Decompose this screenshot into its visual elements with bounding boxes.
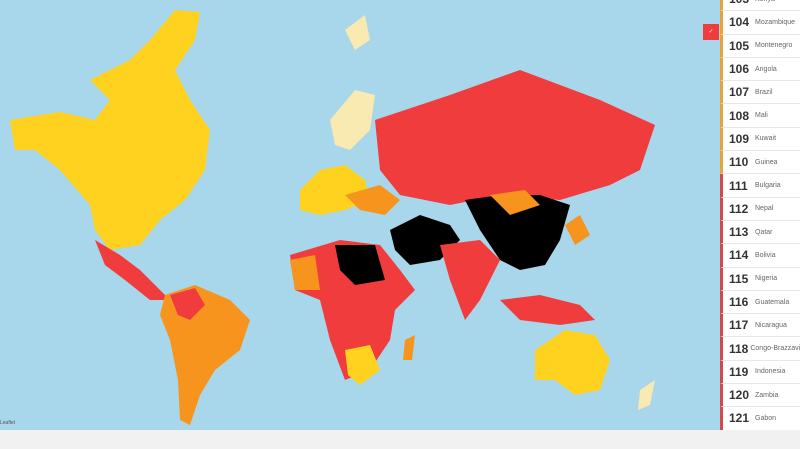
country-name: Gabon bbox=[755, 414, 777, 422]
selected-country-marker[interactable]: ✓ bbox=[703, 24, 719, 40]
rank-number: 106 bbox=[729, 62, 750, 77]
country-name: Mali bbox=[755, 112, 768, 120]
footer-bar bbox=[0, 430, 800, 449]
ranking-row[interactable]: 114 Bolivia bbox=[720, 244, 800, 268]
country-name: Guinea bbox=[755, 158, 778, 166]
rank-number: 105 bbox=[729, 38, 750, 53]
country-name: Zambia bbox=[755, 391, 779, 399]
rank-number: 110 bbox=[729, 155, 749, 170]
europe[interactable] bbox=[300, 90, 400, 215]
rank-number: 113 bbox=[729, 225, 749, 240]
rank-number: 121 bbox=[729, 411, 750, 426]
map-credit[interactable]: Leaflet bbox=[0, 420, 16, 426]
rank-number: 108 bbox=[729, 108, 750, 123]
ranking-row[interactable]: 113 Qatar bbox=[720, 220, 800, 245]
country-name: Montenegro bbox=[755, 42, 793, 50]
rank-number: 117 bbox=[729, 318, 749, 333]
africa[interactable] bbox=[290, 240, 415, 385]
ranking-row[interactable]: 116 Guatemala bbox=[720, 290, 800, 315]
ranking-row[interactable]: 111 Bulgaria bbox=[720, 174, 800, 198]
ranking-row[interactable]: 119 Indonesia bbox=[720, 360, 800, 385]
ranking-list[interactable]: 103Kenya 104 Mozambique 105 Montenegro 106 Ang… bbox=[720, 0, 800, 431]
country-name: Kuwait bbox=[755, 135, 777, 143]
country-name: Qatar bbox=[755, 228, 773, 236]
country-name: Bolivia bbox=[755, 251, 776, 259]
rank-number: 116 bbox=[729, 295, 749, 309]
rank-number: 114 bbox=[729, 248, 749, 263]
north-america[interactable] bbox=[10, 10, 370, 300]
rank-number: 107 bbox=[729, 85, 750, 100]
south-america[interactable] bbox=[160, 285, 250, 425]
country-name: Angola bbox=[755, 65, 777, 73]
country-name: Nigeria bbox=[755, 275, 778, 283]
country-name: Nepal bbox=[755, 205, 774, 213]
country-name: Mozambique bbox=[755, 18, 796, 26]
rank-number: 103 bbox=[729, 0, 753, 6]
rank-number: 109 bbox=[729, 131, 750, 146]
australia[interactable] bbox=[535, 330, 655, 410]
country-name: Brazil bbox=[755, 88, 773, 96]
ranking-row[interactable]: 105 Montenegro bbox=[720, 34, 800, 58]
ranking-row[interactable]: 106 Angola bbox=[720, 57, 800, 82]
rank-number: 115 bbox=[729, 271, 749, 286]
country-name: Indonesia bbox=[755, 368, 786, 376]
russia-asia[interactable] bbox=[375, 70, 655, 325]
ranking-row[interactable]: 121 Gabon bbox=[720, 407, 800, 431]
ranking-row[interactable]: 120 Zambia bbox=[720, 384, 800, 408]
ranking-row[interactable]: 108 Mali bbox=[720, 104, 800, 128]
ranking-row[interactable]: 115 Nigeria bbox=[720, 267, 800, 291]
country-name: Guatemala bbox=[755, 298, 790, 306]
country-name: Nicaragua bbox=[755, 321, 787, 329]
world-map[interactable] bbox=[0, 0, 720, 430]
country-name: Bulgaria bbox=[755, 182, 781, 190]
country-name: Kenya bbox=[755, 0, 775, 3]
ranking-row[interactable]: 109 Kuwait bbox=[720, 127, 800, 152]
rank-number: 120 bbox=[729, 388, 750, 403]
rank-number: 118 bbox=[729, 341, 749, 356]
ranking-row[interactable]: 110 Guinea bbox=[720, 151, 800, 175]
ranking-row[interactable]: 103Kenya bbox=[720, 0, 800, 12]
rank-number: 111 bbox=[729, 178, 748, 193]
ranking-row[interactable]: 117 Nicaragua bbox=[720, 314, 800, 338]
rank-number: 104 bbox=[729, 15, 750, 30]
rank-number: 112 bbox=[729, 201, 749, 216]
rank-number: 119 bbox=[729, 364, 749, 379]
ranking-row[interactable]: 107 Brazil bbox=[720, 81, 800, 105]
ranking-row[interactable]: 104 Mozambique bbox=[720, 11, 800, 35]
country-name: Congo-Brazzaville bbox=[750, 345, 800, 353]
ranking-row[interactable]: 112 Nepal bbox=[720, 197, 800, 221]
